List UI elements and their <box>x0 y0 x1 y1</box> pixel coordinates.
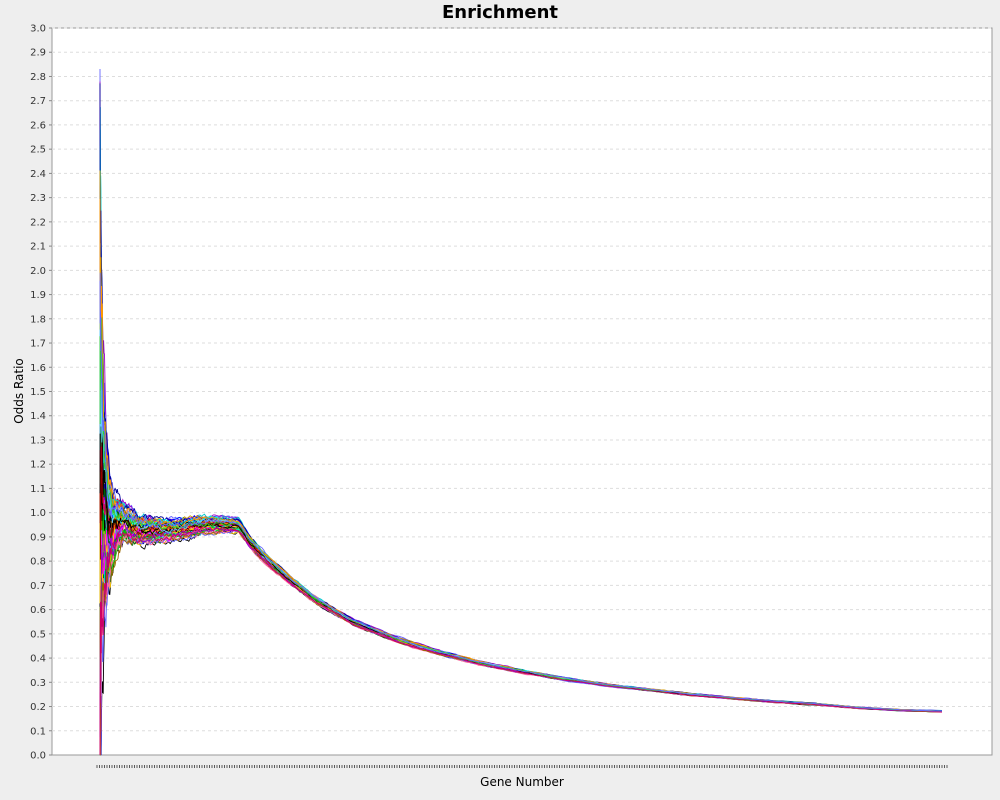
y-axis-label: Odds Ratio <box>12 358 26 424</box>
y-tick-label: 2.3 <box>30 193 46 204</box>
y-tick-label: 2.1 <box>30 242 46 253</box>
y-tick-label: 3.0 <box>30 24 46 35</box>
y-tick-label: 0.7 <box>30 581 46 592</box>
y-tick-label: 0.4 <box>30 654 46 665</box>
y-tick-label: 2.6 <box>30 120 46 131</box>
y-tick-label: 0.0 <box>30 751 46 762</box>
series-group <box>99 68 943 756</box>
y-tick-label: 1.9 <box>30 290 46 301</box>
y-tick-label: 0.3 <box>30 678 46 689</box>
y-tick-label: 0.6 <box>30 605 46 616</box>
y-tick-label: 0.5 <box>30 629 46 640</box>
y-tick-label: 1.1 <box>30 484 46 495</box>
y-tick-label: 0.2 <box>30 702 46 713</box>
y-tick-label: 1.5 <box>30 387 46 398</box>
y-tick-label: 2.2 <box>30 217 46 228</box>
chart-title: Enrichment <box>442 2 558 23</box>
y-axis: 0.0 0.1 0.2 0.3 0.4 0.5 0.6 0.7 0.8 0.9 1.0 1.1 1.2 1… <box>30 24 52 762</box>
y-tick-label: 2.7 <box>30 96 46 107</box>
y-tick-label: 1.3 <box>30 435 46 446</box>
y-tick-label: 2.8 <box>30 72 46 83</box>
y-tick-label: 1.6 <box>30 363 46 374</box>
x-axis-label: Gene Number <box>480 775 564 789</box>
y-tick-label: 0.1 <box>30 726 46 737</box>
y-tick-label: 0.8 <box>30 557 46 568</box>
y-tick-label: 1.7 <box>30 339 46 350</box>
series-line <box>99 272 943 712</box>
y-tick-label: 2.9 <box>30 48 46 59</box>
y-tick-label: 1.2 <box>30 460 46 471</box>
y-tick-label: 2.5 <box>30 145 46 156</box>
y-tick-label: 1.4 <box>30 411 46 422</box>
y-tick-label: 1.8 <box>30 314 46 325</box>
x-axis <box>96 765 948 768</box>
y-tick-label: 2.0 <box>30 266 46 277</box>
y-tick-label: 2.4 <box>30 169 46 180</box>
grid-lines <box>52 27 992 732</box>
y-tick-label: 0.9 <box>30 532 46 543</box>
y-tick-label: 1.0 <box>30 508 46 519</box>
